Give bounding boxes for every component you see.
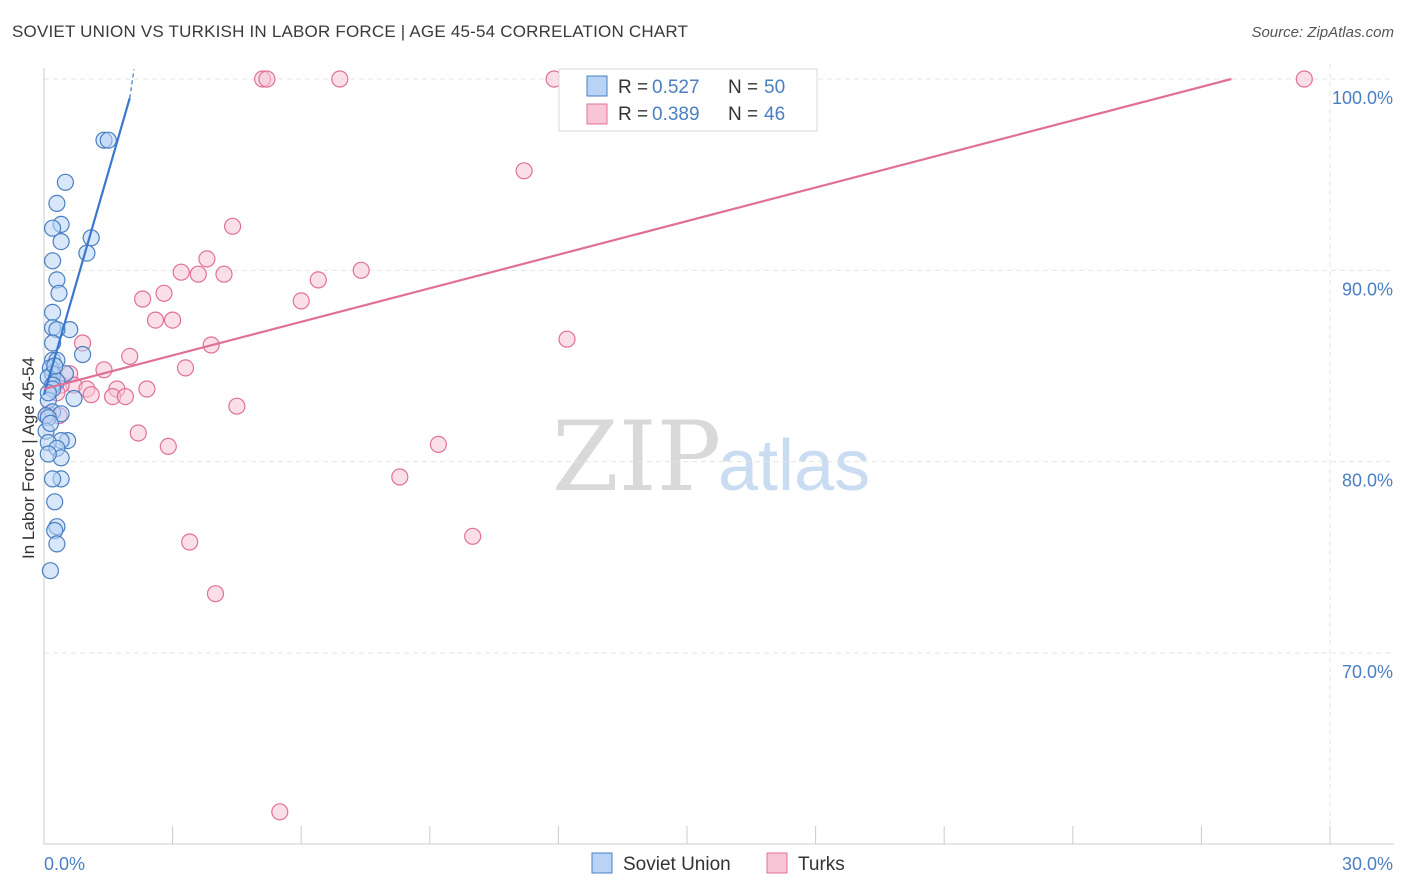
soviet-union-point [43,470,62,488]
soviet-union-point [65,389,83,408]
turks-point [116,388,135,406]
source-credit: Source: ZipAtlas.com [1251,24,1394,41]
correlation-legend: R = 0.527 N = 50 R = 0.389 N = 46 [558,68,818,132]
legend-n-label-1: N = [728,77,758,98]
legend-n-value-2: 46 [764,104,785,125]
soviet-union-point [41,414,60,432]
soviet-union-point [43,334,62,352]
turks-point [331,70,349,88]
turks-point [391,468,409,486]
soviet-union-points [37,131,117,580]
legend-r-value-1: 0.527 [652,77,700,98]
soviet-union-point [56,173,75,191]
y-axis-label: In Labor Force | Age 45-54 [19,357,38,559]
turks-point [228,397,246,415]
legend-n-label-2: N = [728,104,758,125]
bottom-legend-swatch-soviet-union [591,852,613,874]
turks-point [181,533,199,551]
turks-point [138,380,156,398]
turks-point [429,435,447,453]
bottom-legend-turks: Turks [798,854,845,875]
x-tick-label: 0.0% [44,854,85,874]
turks-point [271,803,289,821]
watermark-zip: ZIP [552,401,721,513]
turks-point [1295,70,1313,88]
legend-r-value-2: 0.389 [652,104,700,125]
x-tick-labels: 0.0% 30.0% [44,854,1393,874]
turks-point [164,311,182,329]
legend-n-value-1: 50 [764,77,785,98]
soviet-union-point [48,194,66,212]
bottom-legend-soviet-union: Soviet Union [623,854,731,875]
soviet-union-trend-extension [129,69,135,99]
grid-lines [44,64,1392,844]
soviet-union-point [39,445,57,463]
turks-point [198,250,216,268]
turks-point [309,271,327,289]
soviet-union-point [52,233,70,251]
turks-point [176,359,195,377]
soviet-union-point [43,219,62,237]
turks-point [189,265,207,283]
bottom-legend-swatch-turks [766,852,788,874]
soviet-union-point [99,131,117,149]
turks-point [292,292,310,310]
y-tick-label: 100.0% [1332,88,1393,108]
soviet-union-trend-line [42,97,131,396]
legend-swatch-turks [586,103,608,125]
y-tick-labels: 70.0% 80.0% 90.0% 100.0% [1332,88,1393,682]
turks-point [172,263,190,281]
turks-point [82,386,100,404]
turks-point [155,284,173,302]
legend-r-label-1: R = [618,77,648,98]
turks-point [352,261,370,279]
chart-title: SOVIET UNION VS TURKISH IN LABOR FORCE |… [12,22,689,41]
soviet-union-point [48,535,66,553]
watermark-atlas: atlas [718,426,870,506]
turks-point [121,347,139,365]
turks-point [159,437,177,455]
turks-point [558,330,576,348]
y-tick-label: 80.0% [1342,471,1393,491]
soviet-union-point [43,303,62,321]
y-tick-label: 90.0% [1342,279,1393,299]
soviet-union-point [43,252,62,270]
turks-point [134,290,152,308]
trend-lines [42,69,1232,396]
turks-point [258,70,276,88]
soviet-union-point [73,345,92,364]
series-legend: Soviet Union Turks [591,852,845,875]
turks-point [464,527,482,545]
y-tick-label: 70.0% [1342,662,1393,682]
turks-trend-line [43,77,1232,391]
turks-point [515,162,533,180]
turks-point [224,217,242,235]
legend-swatch-soviet-union [586,75,608,97]
turks-point [215,265,233,283]
soviet-union-point [46,493,64,511]
turks-point [129,424,147,442]
turks-point [206,585,225,603]
legend-r-label-2: R = [618,104,648,125]
turks-point [146,311,165,329]
watermark: ZIP atlas [552,401,870,513]
soviet-union-point [50,284,68,302]
x-tick-label: 30.0% [1342,854,1393,874]
soviet-union-point [41,562,60,580]
